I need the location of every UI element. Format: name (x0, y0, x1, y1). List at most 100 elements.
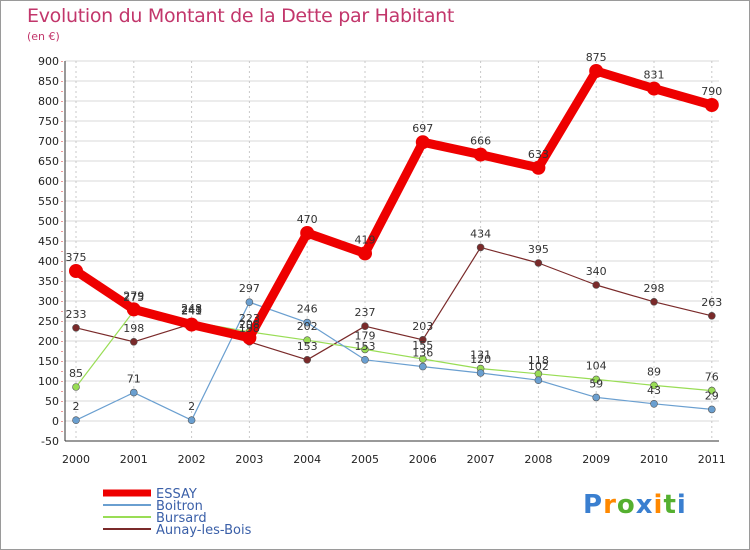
data-point (650, 297, 658, 306)
data-label: 153 (297, 340, 318, 353)
data-point (361, 355, 369, 364)
data-point (245, 298, 254, 307)
data-point (531, 160, 546, 175)
x-tick-label: 2002 (178, 453, 206, 466)
logo-letter: P (583, 490, 604, 520)
data-point (69, 264, 83, 278)
data-label: 263 (701, 296, 722, 309)
data-label: 118 (528, 354, 549, 367)
logo-letter: x (635, 490, 654, 520)
data-point (72, 383, 80, 391)
x-tick-label: 2009 (582, 453, 610, 466)
data-point (130, 388, 138, 397)
y-tick-label: 650 (38, 155, 59, 168)
data-point (303, 336, 312, 345)
data-point (418, 355, 427, 363)
data-label: 246 (297, 303, 318, 316)
data-point (358, 246, 372, 261)
data-point (72, 323, 80, 332)
data-point (534, 259, 543, 267)
x-tick-label: 2001 (120, 453, 148, 466)
data-label: 85 (69, 367, 83, 380)
logo-letter: i (653, 490, 664, 520)
data-label: 104 (586, 359, 607, 372)
data-label: 89 (647, 365, 661, 378)
data-label: 666 (470, 135, 491, 148)
y-tick-label: 400 (38, 255, 59, 268)
data-point (130, 337, 138, 346)
data-label: 241 (181, 305, 202, 318)
data-point (650, 381, 658, 390)
data-point (592, 375, 601, 384)
y-tick-label: 850 (38, 75, 59, 88)
data-label: 43 (647, 384, 661, 397)
data-label: 275 (123, 291, 144, 304)
data-label: 71 (127, 373, 141, 386)
data-point (707, 311, 716, 320)
y-tick-label: 350 (38, 275, 59, 288)
data-label: 375 (66, 251, 87, 264)
data-point (650, 399, 658, 408)
data-point (72, 416, 80, 425)
x-tick-label: 2006 (409, 453, 437, 466)
data-point (704, 98, 719, 112)
y-tick-label: 0 (52, 415, 59, 428)
chart-subtitle: (en €) (27, 30, 60, 43)
legend-label: Boitron (156, 499, 203, 514)
y-tick-label: 600 (38, 175, 59, 188)
x-tick-label: 2010 (640, 453, 668, 466)
data-label: 248 (181, 302, 202, 315)
data-point (707, 405, 716, 414)
data-point (361, 322, 369, 331)
x-tick-label: 2008 (524, 453, 552, 466)
data-point (592, 281, 601, 289)
y-tick-label: -50 (41, 435, 59, 448)
data-point (361, 345, 369, 354)
data-label: 2 (188, 400, 195, 413)
data-point (303, 355, 312, 364)
data-point (473, 147, 488, 162)
y-tick-label: 200 (38, 335, 59, 348)
series-line-essay (71, 66, 717, 343)
data-point (592, 393, 601, 402)
data-label: 790 (701, 85, 722, 98)
legend-label: ESSAY (156, 487, 197, 502)
data-point (476, 369, 485, 377)
data-label: 208 (239, 318, 260, 331)
y-tick-label: 150 (38, 355, 59, 368)
data-point (126, 302, 141, 317)
y-tick-label: 450 (38, 235, 59, 248)
data-point (303, 318, 312, 327)
series-line-boitron (75, 301, 713, 421)
y-tick-label: 700 (38, 135, 59, 148)
data-label: 237 (355, 306, 376, 319)
data-label: 340 (586, 265, 607, 278)
y-tick-label: 500 (38, 215, 59, 228)
logo-letter: o (616, 490, 636, 520)
data-point (589, 64, 604, 78)
logo-letter: i (676, 490, 687, 520)
logo-letter: r (603, 490, 617, 520)
y-tick-label: 550 (38, 195, 59, 208)
x-tick-label: 2007 (467, 453, 495, 466)
data-point (415, 135, 430, 150)
data-point (187, 416, 196, 425)
data-label: 470 (297, 213, 318, 226)
x-tick-label: 2011 (698, 453, 726, 466)
logo-letter: t (663, 490, 677, 520)
data-label: 243 (181, 304, 202, 317)
y-tick-label: 100 (38, 375, 59, 388)
data-point (242, 330, 257, 345)
data-label: 120 (470, 353, 491, 366)
data-label: 198 (239, 322, 260, 335)
data-point (300, 226, 315, 240)
legend-label: Bursard (156, 511, 207, 526)
legend-label: Aunay-les-Bois (156, 523, 252, 538)
data-label: 136 (412, 347, 433, 360)
x-tick-label: 2004 (293, 453, 321, 466)
y-tick-label: 250 (38, 315, 59, 328)
data-point (707, 386, 716, 395)
data-point (534, 376, 543, 385)
data-label: 298 (644, 282, 665, 295)
